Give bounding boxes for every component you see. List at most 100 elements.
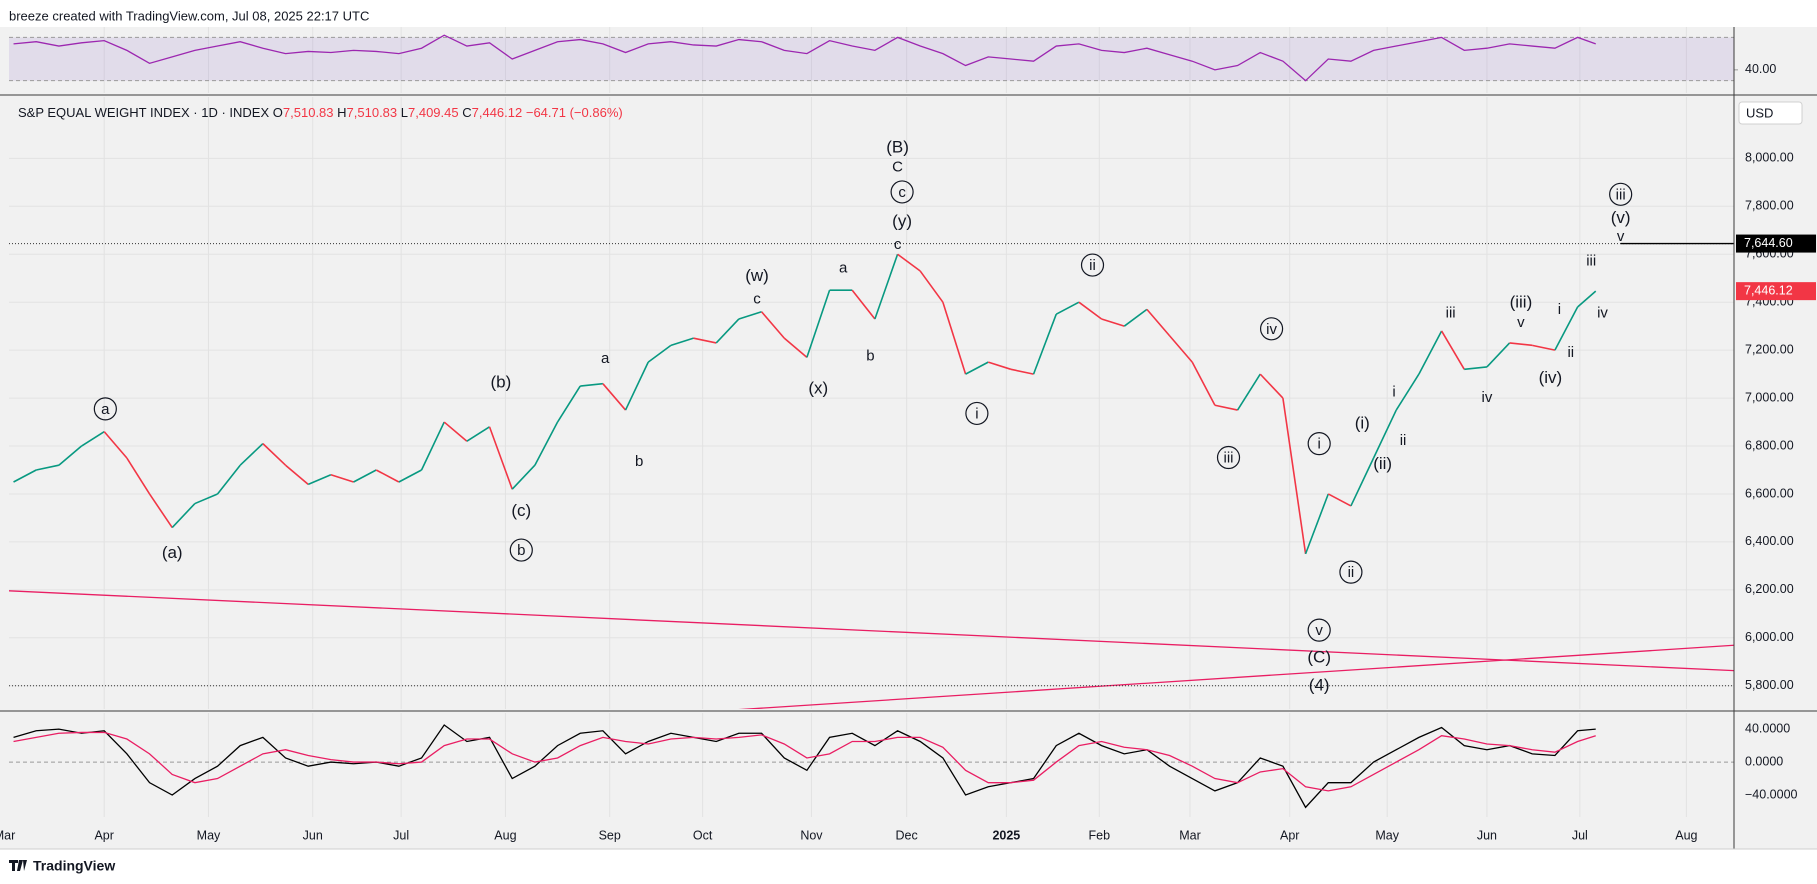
price-segment (1440, 330, 1465, 370)
wave-label: v (1517, 314, 1525, 331)
price-segment (1032, 313, 1057, 375)
price-segment (534, 421, 559, 466)
price-segment (715, 318, 740, 344)
x-tick-label: Aug (494, 828, 516, 842)
price-segment (353, 469, 377, 483)
wave-label: (ii) (1373, 454, 1392, 473)
price-segment (148, 493, 173, 528)
price-segment (987, 361, 1012, 371)
wave-circle (1339, 560, 1363, 584)
price-segment (783, 337, 808, 358)
price-segment (942, 301, 967, 375)
wave-circle (1259, 317, 1284, 341)
wave-circle (965, 401, 989, 426)
wave-label: a (101, 401, 110, 418)
footer-brand: TradingView (33, 858, 115, 874)
price-segment (1010, 368, 1034, 375)
pane (9, 27, 1734, 93)
price-segment (556, 385, 581, 423)
wave-circle (1216, 445, 1241, 470)
price-segment (602, 383, 627, 411)
wave-label: v (1617, 228, 1625, 245)
price-segment (1486, 342, 1511, 368)
ohlc-value: 7,409.45 (408, 105, 459, 120)
price-segment (216, 464, 241, 495)
pane (9, 713, 1734, 817)
y-tick-label: 7,000.00 (1745, 390, 1794, 404)
y-tick-label: 6,000.00 (1745, 630, 1794, 644)
wave-label: v (1315, 622, 1323, 639)
price-segment (1577, 290, 1597, 308)
wave-label: i (1318, 436, 1321, 453)
price-segment (693, 337, 717, 344)
wave-label: (w) (745, 266, 769, 285)
price-segment (420, 421, 445, 471)
price-segment (443, 421, 468, 442)
price-segment (511, 464, 536, 490)
x-tick-label: May (197, 828, 221, 842)
y-tick-label: 5,800.00 (1745, 678, 1794, 692)
y-tick-label: 7,200.00 (1745, 342, 1794, 356)
wave-label: (c) (511, 501, 531, 520)
x-tick-label: Jun (303, 828, 323, 842)
change: −64.71 (−0.86%) (525, 105, 623, 120)
price-segment (851, 289, 876, 320)
wave-label: a (839, 259, 848, 276)
wave-label: (i) (1355, 413, 1370, 432)
wave-label: iii (1616, 186, 1626, 203)
currency-box[interactable] (1738, 101, 1803, 125)
wave-label: iii (1224, 450, 1234, 467)
wave-label: (iv) (1539, 368, 1563, 387)
price-segment (466, 426, 490, 442)
wave-circle (509, 538, 533, 562)
wave-label: iv (1597, 304, 1608, 321)
wave-circle (1609, 182, 1633, 206)
wave-label: (y) (892, 211, 912, 230)
price-segment (760, 311, 785, 339)
wave-label: c (753, 291, 761, 308)
level-tag (1736, 234, 1816, 253)
price-segment (1146, 308, 1171, 337)
trendline (9, 590, 1734, 672)
price-segment (171, 503, 196, 529)
x-tick-label: Apr (1280, 828, 1299, 842)
ohlc-value: 7,510.83 (346, 105, 398, 120)
wave-label: c (894, 236, 902, 253)
price-segment (647, 344, 672, 363)
price-segment (1055, 301, 1080, 315)
price-segment (897, 253, 921, 272)
wave-label: (4) (1309, 675, 1330, 694)
x-tick-label: Aug (1675, 828, 1697, 842)
price-segment (1168, 335, 1193, 363)
wave-label: iv (1266, 321, 1277, 338)
ohlc: O7,510.83 H7,510.83 L7,409.45 C7,446.12 (273, 105, 526, 120)
price-segment (488, 426, 513, 490)
wave-label: C (892, 158, 903, 175)
wave-circle (1080, 253, 1105, 277)
price-segment (1101, 318, 1125, 327)
price-segment (965, 361, 989, 375)
price-segment (36, 464, 60, 471)
x-tick-label: Feb (1089, 828, 1111, 842)
x-tick-label: Jul (393, 828, 409, 842)
price-segment (398, 469, 422, 483)
x-tick-label: Dec (896, 828, 918, 842)
x-tick-label: Apr (94, 828, 113, 842)
price-segment (806, 289, 831, 358)
ohlc-key: C (462, 105, 472, 120)
x-tick-label: Nov (800, 828, 823, 842)
pane: (B)Cc(y)c(w)cab(x)ab(b)(c)ba(a)iiiiviiii… (9, 97, 1734, 709)
price-segment (1304, 493, 1329, 555)
price-segment (670, 337, 694, 347)
price-segment (919, 270, 944, 303)
wave-label: ii (1400, 432, 1407, 449)
y-tick-label: 0.0000 (1745, 754, 1783, 768)
currency: USD (1746, 105, 1773, 120)
legend: S&P EQUAL WEIGHT INDEX · 1D · INDEX O7,5… (18, 105, 623, 120)
price-segment (262, 443, 287, 466)
y-tick-label: 6,200.00 (1745, 582, 1794, 596)
x-tick-label: Sep (599, 828, 621, 842)
wave-label: (B) (886, 137, 909, 156)
